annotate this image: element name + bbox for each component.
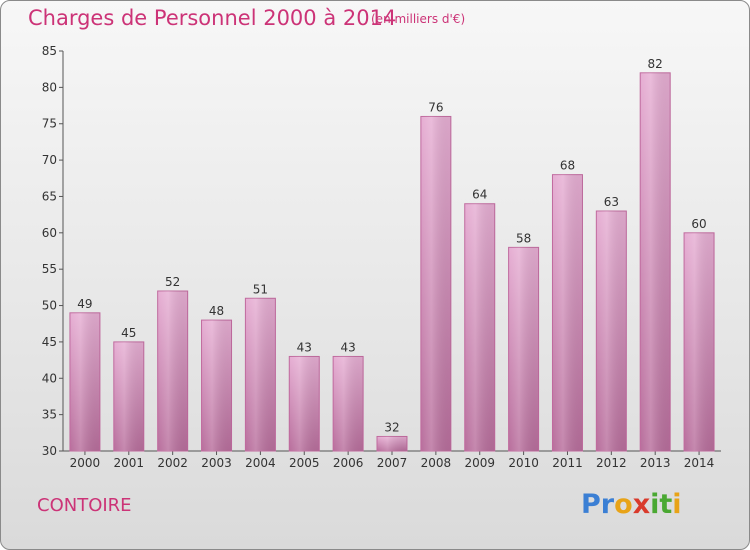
- bar-value-label: 76: [428, 100, 443, 114]
- x-tick-label: 2006: [333, 456, 364, 470]
- x-tick-label: 2013: [640, 456, 671, 470]
- y-tick-label: 80: [42, 80, 57, 94]
- bar-sheen: [596, 211, 627, 451]
- x-tick-label: 2002: [157, 456, 188, 470]
- bar-sheen: [69, 312, 100, 451]
- bar-value-label: 43: [297, 340, 312, 354]
- x-tick-label: 2003: [201, 456, 232, 470]
- bar-value-label: 32: [384, 420, 399, 434]
- bar-sheen: [684, 232, 715, 451]
- bar-value-label: 58: [516, 231, 531, 245]
- bar-sheen: [377, 436, 407, 451]
- chart-subtitle: (en milliers d'€): [371, 12, 466, 26]
- bar-value-label: 64: [472, 188, 487, 202]
- bar-sheen: [420, 116, 451, 452]
- bar-value-label: 60: [691, 217, 706, 231]
- bar-value-label: 52: [165, 275, 180, 289]
- bar-value-label: 45: [121, 326, 136, 340]
- bar-sheen: [245, 298, 276, 451]
- y-tick-label: 70: [42, 153, 57, 167]
- y-tick-label: 60: [42, 226, 57, 240]
- bar-sheen: [157, 291, 188, 451]
- bar-sheen: [289, 356, 320, 451]
- bar-value-label: 51: [253, 282, 268, 296]
- y-tick-label: 30: [42, 444, 57, 458]
- bar-sheen: [640, 72, 671, 452]
- y-tick-label: 40: [42, 371, 57, 385]
- logo-letter: x: [632, 489, 651, 520]
- y-tick-label: 75: [42, 117, 57, 131]
- x-tick-label: 2008: [421, 456, 452, 470]
- x-tick-label: 2004: [245, 456, 276, 470]
- bar-sheen: [201, 320, 232, 451]
- logo-letter: r: [600, 489, 615, 520]
- logo-letter: i: [650, 489, 660, 520]
- x-tick-label: 2010: [508, 456, 539, 470]
- x-tick-label: 2000: [70, 456, 101, 470]
- bar-value-label: 68: [560, 159, 575, 173]
- commune-name: CONTOIRE: [37, 495, 132, 516]
- logo-letter: t: [659, 489, 673, 520]
- bar-value-label: 49: [77, 297, 92, 311]
- bar-sheen: [464, 203, 495, 451]
- bar-value-label: 48: [209, 304, 224, 318]
- bar-value-label: 82: [648, 57, 663, 71]
- logo-letter: i: [672, 489, 682, 520]
- y-tick-label: 45: [42, 335, 57, 349]
- y-tick-label: 55: [42, 262, 57, 276]
- y-tick-label: 85: [42, 44, 57, 58]
- x-tick-label: 2011: [552, 456, 583, 470]
- x-tick-label: 2014: [684, 456, 715, 470]
- bar-sheen: [333, 356, 364, 451]
- bar-sheen: [552, 174, 583, 452]
- x-tick-label: 2005: [289, 456, 320, 470]
- x-tick-label: 2007: [377, 456, 408, 470]
- y-tick-label: 50: [42, 299, 57, 313]
- y-tick-label: 35: [42, 408, 57, 422]
- bar-value-label: 43: [340, 340, 355, 354]
- y-tick-label: 65: [42, 189, 57, 203]
- proxiti-logo: Proxiti: [581, 489, 682, 520]
- bar-sheen: [113, 341, 144, 451]
- logo-letter: o: [614, 489, 633, 520]
- x-tick-label: 2001: [114, 456, 145, 470]
- x-tick-label: 2012: [596, 456, 627, 470]
- bar-value-label: 63: [604, 195, 619, 209]
- logo-letter: P: [581, 489, 601, 520]
- bar-sheen: [508, 247, 539, 451]
- chart-title: Charges de Personnel 2000 à 2014: [28, 6, 397, 30]
- x-tick-label: 2009: [464, 456, 495, 470]
